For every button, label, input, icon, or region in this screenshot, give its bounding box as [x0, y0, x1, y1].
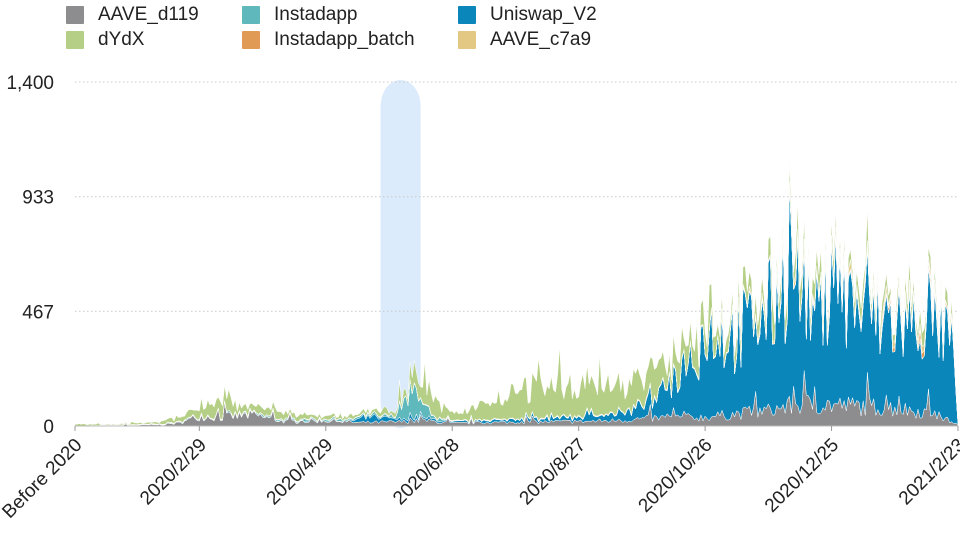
legend-swatch: [66, 31, 84, 49]
legend-item-instadapp: Instadapp: [242, 2, 357, 28]
y-tick-label: 933: [22, 188, 54, 209]
x-tick-label: 2020/2/29: [136, 435, 211, 510]
legend-item-aave-d119: AAVE_d119: [66, 2, 199, 28]
area-series-uniswap-v2: [75, 183, 959, 427]
legend-item-aave-c7a9: AAVE_c7a9: [458, 27, 591, 53]
legend-item-instadapp-batch: Instadapp_batch: [242, 27, 415, 53]
y-tick-label: 1,400: [6, 73, 54, 94]
legend-label: Instadapp: [274, 4, 358, 25]
chart-legend: AAVE_d119 Instadapp Uniswap_V2 dYdX Instadap…: [0, 0, 960, 56]
x-tick-label: 2020/10/26: [635, 435, 717, 517]
x-tick-label: Before 2020: [0, 435, 87, 523]
x-tick-label: 2020/8/27: [516, 435, 591, 510]
y-tick-label: 0: [43, 417, 54, 438]
legend-swatch: [242, 6, 260, 24]
legend-swatch: [458, 31, 476, 49]
legend-swatch: [242, 31, 260, 49]
legend-swatch: [66, 6, 84, 24]
highlight-band: [380, 80, 421, 428]
legend-item-uniswap-v2: Uniswap_V2: [458, 2, 597, 28]
y-tick-label: 467: [22, 302, 54, 323]
legend-label: dYdX: [98, 29, 145, 50]
x-tick-label: 2021/2/23: [895, 435, 960, 510]
x-tick-label: 2020/6/28: [389, 435, 464, 510]
x-tick-label: 2020/4/29: [263, 435, 338, 510]
area-series-dydx: [74, 160, 959, 427]
x-tick-label: 2020/12/25: [761, 435, 843, 517]
legend-label: Instadapp_batch: [274, 29, 415, 50]
legend-label: Uniswap_V2: [490, 4, 597, 25]
legend-label: AAVE_d119: [98, 4, 199, 25]
legend-swatch: [458, 6, 476, 24]
legend-item-dydx: dYdX: [66, 27, 144, 53]
legend-label: AAVE_c7a9: [490, 29, 592, 50]
